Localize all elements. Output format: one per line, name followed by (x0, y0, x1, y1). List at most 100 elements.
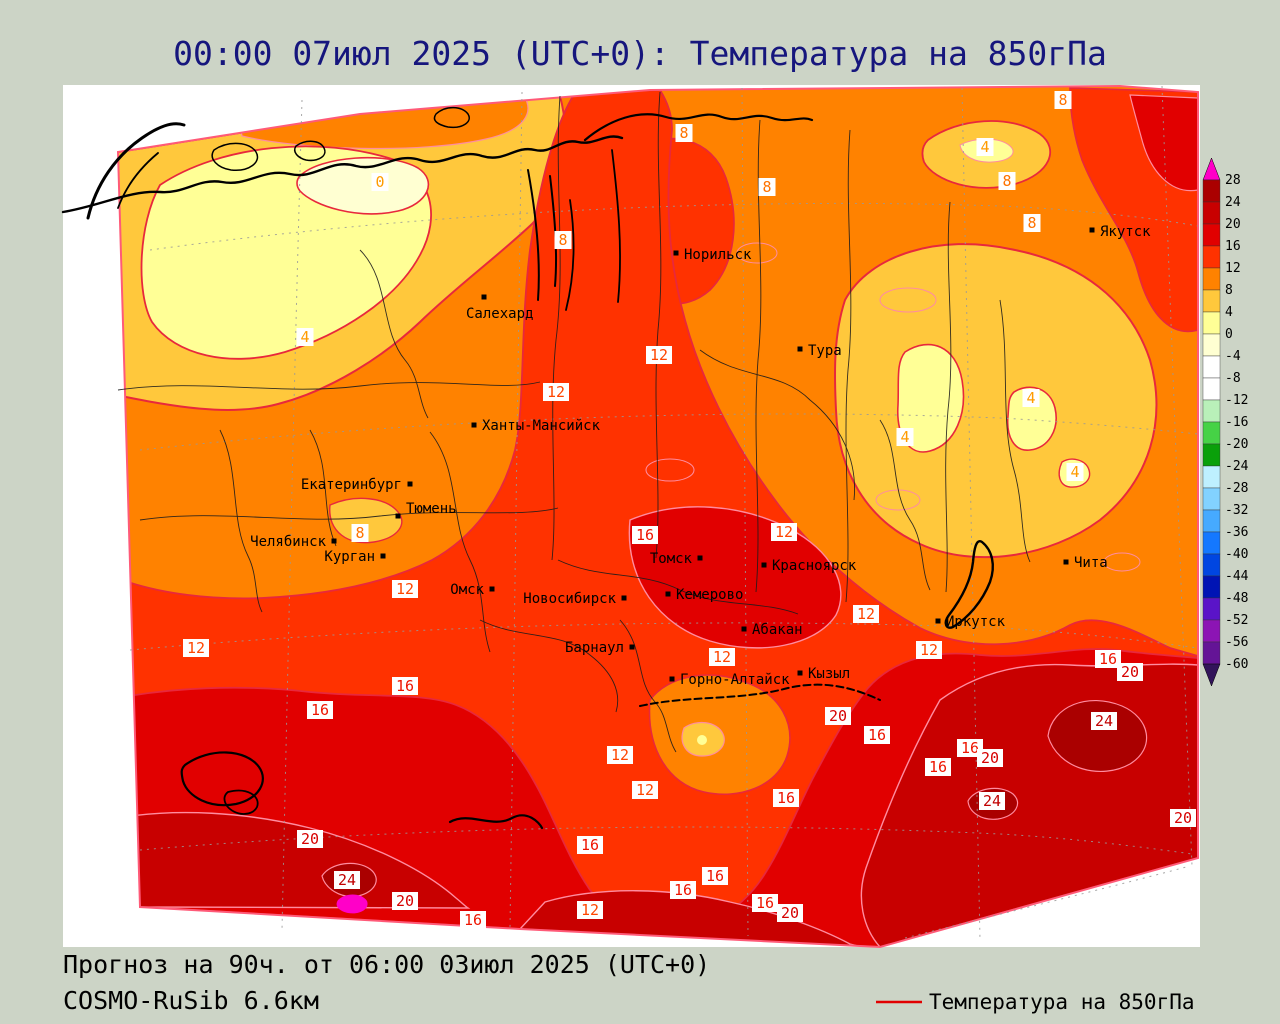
city-marker (629, 644, 635, 650)
border-line (557, 559, 799, 615)
region-28-plus-hotspot (336, 894, 368, 914)
border-line (879, 419, 931, 591)
model-name: COSMO-RuSib 6.6км (63, 986, 319, 1015)
contour-label-box (646, 346, 672, 364)
colorbar-tick: 28 (1225, 173, 1241, 188)
city-marker (669, 676, 675, 682)
legend-label: Температура на 850гПа (929, 990, 1195, 1014)
contour-label-box (752, 894, 778, 912)
geography (61, 106, 994, 830)
contour-label: 16 (777, 789, 795, 807)
city-marker (935, 618, 941, 624)
contour-label-box (864, 726, 890, 744)
contour-label-box (607, 746, 633, 764)
contour-label: 0 (375, 173, 384, 191)
city-marker (489, 586, 495, 592)
border-line (139, 507, 559, 521)
colorbar-tick: -36 (1225, 525, 1248, 540)
city-label: Кемерово (676, 587, 743, 603)
colorbar-segment (1202, 223, 1221, 247)
colorbar-segment (1202, 289, 1221, 313)
city-marker (621, 595, 627, 601)
contour-label-box (771, 523, 797, 541)
contour-label: 8 (679, 124, 688, 142)
contour-label: 12 (396, 580, 414, 598)
contour-label: 16 (674, 881, 692, 899)
contour-label-box (296, 328, 314, 346)
contour-label: 24 (983, 792, 1001, 810)
contour-label-box (351, 524, 369, 542)
colorbar-tick: -56 (1225, 635, 1248, 650)
border-line (219, 429, 263, 613)
contour-label-box (825, 707, 851, 725)
contour-label-box (773, 789, 799, 807)
border-line (619, 619, 677, 753)
colorbar-segment (1202, 355, 1221, 379)
taymyr-coastline (583, 113, 814, 142)
colorbar-tick: -40 (1225, 547, 1248, 562)
contour-label: 12 (187, 639, 205, 657)
novaya-zemlya-coast (86, 122, 186, 220)
city-label: Чита (1074, 555, 1108, 571)
colorbar-segment (1202, 597, 1221, 621)
city-label: Омск (450, 582, 484, 598)
colorbar-tick: 12 (1225, 261, 1241, 276)
admin-borders (117, 91, 1031, 753)
city-label: Екатеринбург (301, 477, 402, 493)
contour-label: 16 (961, 739, 979, 757)
taz-gulf (549, 175, 558, 287)
border-line (655, 91, 662, 559)
contour-label: 12 (857, 605, 875, 623)
colorbar-tick: -52 (1225, 613, 1248, 628)
contour-label: 16 (929, 758, 947, 776)
contour-label: 12 (713, 648, 731, 666)
colorbar: 28 24 20 16 12 8 4 0 -4 -8 -12 -16 -20 -24 -28 -32 -36 -4… (1202, 157, 1249, 687)
graticule-line (1161, 85, 1193, 867)
arctic-island (211, 142, 259, 171)
colorbar-segment (1202, 179, 1221, 203)
city-label: Кызыл (808, 666, 850, 682)
border-line (359, 249, 429, 419)
contour-label-box (1095, 650, 1121, 668)
colorbar-tick: -24 (1225, 459, 1249, 474)
contour-label-box (976, 138, 994, 156)
city-label: Курган (324, 549, 375, 565)
city-label: Абакан (752, 622, 803, 638)
contour-label: 8 (1058, 91, 1067, 109)
colorbar-tick: -4 (1225, 349, 1241, 364)
minor-contour (736, 242, 778, 264)
city-marker (741, 626, 747, 632)
contour-label-box (853, 605, 879, 623)
border-line (755, 119, 762, 593)
contour-label: 4 (980, 138, 989, 156)
contour-label-box (702, 867, 728, 885)
colorbar-segment (1202, 267, 1221, 291)
city-label: Салехард (466, 306, 533, 322)
border-line (945, 201, 952, 593)
contour-label: 8 (1002, 172, 1011, 190)
ob-gulf (527, 169, 540, 301)
city-marker (471, 422, 477, 428)
graticule-line (139, 413, 1199, 451)
colorbar-segment (1202, 531, 1221, 555)
contour-label-box (957, 739, 983, 757)
city-marker (395, 513, 401, 519)
contour-label: 16 (636, 526, 654, 544)
colorbar-segment (1202, 553, 1221, 577)
contour-label-box (916, 641, 942, 659)
colorbar-segment (1202, 575, 1221, 599)
city-marker (697, 555, 703, 561)
contour-label-box (1023, 214, 1041, 232)
legend-line-wrap (876, 1000, 922, 1004)
contour-label: 16 (464, 911, 482, 929)
city-label: Ханты-Мансийск (482, 418, 601, 434)
colorbar-segment (1202, 311, 1221, 335)
domain-boundary (116, 84, 1199, 949)
colorbar-segment (1202, 399, 1221, 423)
lake-baikal (944, 540, 994, 629)
colorbar-segment (1202, 465, 1221, 489)
graticule (129, 85, 1199, 941)
city-label: Тюмень (406, 501, 457, 517)
contour-label-box (297, 830, 323, 848)
colorbar-segment (1202, 487, 1221, 511)
